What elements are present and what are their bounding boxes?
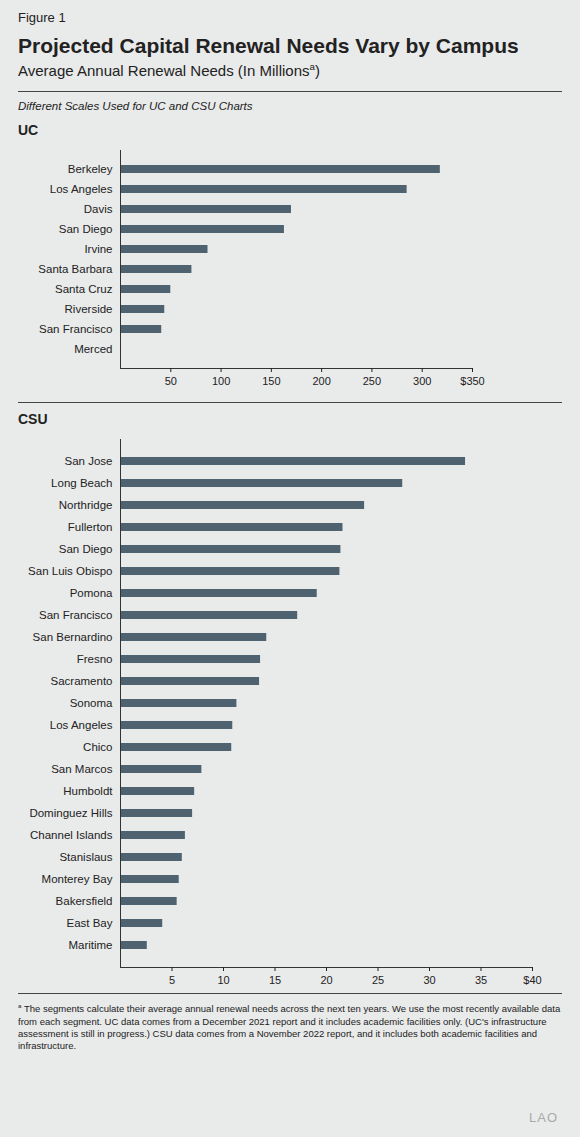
svg-text:San Marcos: San Marcos xyxy=(51,763,113,775)
svg-text:Merced: Merced xyxy=(74,343,112,355)
svg-text:San Francisco: San Francisco xyxy=(39,609,113,621)
svg-text:$40: $40 xyxy=(523,974,541,986)
svg-text:300: 300 xyxy=(413,375,431,387)
svg-text:Berkeley: Berkeley xyxy=(68,163,113,175)
svg-text:Los Angeles: Los Angeles xyxy=(50,183,113,195)
svg-text:5: 5 xyxy=(169,974,175,986)
svg-text:Los Angeles: Los Angeles xyxy=(50,719,113,731)
svg-text:Sacramento: Sacramento xyxy=(50,675,112,687)
svg-text:30: 30 xyxy=(423,974,435,986)
svg-text:San Luis Obispo: San Luis Obispo xyxy=(28,565,112,577)
svg-text:San Diego: San Diego xyxy=(59,543,113,555)
svg-text:20: 20 xyxy=(320,974,332,986)
svg-text:San Bernardino: San Bernardino xyxy=(33,631,113,643)
svg-text:Maritime: Maritime xyxy=(68,939,112,951)
svg-text:$350: $350 xyxy=(460,375,484,387)
svg-text:35: 35 xyxy=(475,974,487,986)
html-text:Figure 1: Figure 1 xyxy=(18,10,66,25)
svg-text:Santa Cruz: Santa Cruz xyxy=(55,283,113,295)
svg-text:Santa Barbara: Santa Barbara xyxy=(38,263,113,275)
html-text:CSU: CSU xyxy=(18,411,48,427)
html-text:aThe segments calculate their: aThe segments calculate their average an… xyxy=(18,1002,561,1052)
svg-text:15: 15 xyxy=(269,974,281,986)
svg-text:Long Beach: Long Beach xyxy=(51,477,112,489)
html-text:UC: UC xyxy=(18,122,39,138)
svg-text:Channel Islands: Channel Islands xyxy=(30,829,113,841)
svg-text:50: 50 xyxy=(165,375,177,387)
svg-text:Northridge: Northridge xyxy=(59,499,113,511)
svg-text:Stanislaus: Stanislaus xyxy=(59,851,112,863)
svg-text:San Diego: San Diego xyxy=(59,223,113,235)
svg-text:Pomona: Pomona xyxy=(70,587,113,599)
svg-text:Bakersfield: Bakersfield xyxy=(56,895,113,907)
svg-text:Riverside: Riverside xyxy=(65,303,113,315)
svg-text:Dominguez Hills: Dominguez Hills xyxy=(29,807,112,819)
svg-text:East Bay: East Bay xyxy=(66,917,112,929)
svg-text:Chico: Chico xyxy=(83,741,112,753)
svg-text:Fresno: Fresno xyxy=(77,653,113,665)
svg-text:Irvine: Irvine xyxy=(84,243,112,255)
html-text:Different Scales Used for UC a: Different Scales Used for UC and CSU Cha… xyxy=(18,100,253,112)
html-text:Average Annual Renewal Needs (: Average Annual Renewal Needs (In Million… xyxy=(18,61,320,79)
svg-text:Davis: Davis xyxy=(84,203,113,215)
svg-text:150: 150 xyxy=(262,375,280,387)
html-text:LAO: LAO xyxy=(529,1110,558,1125)
svg-text:San Francisco: San Francisco xyxy=(39,323,113,335)
svg-text:100: 100 xyxy=(212,375,230,387)
html-text:Projected Capital Renewal Need: Projected Capital Renewal Needs Vary by … xyxy=(18,34,519,57)
svg-text:250: 250 xyxy=(363,375,381,387)
svg-text:Monterey Bay: Monterey Bay xyxy=(42,873,113,885)
svg-text:Fullerton: Fullerton xyxy=(68,521,113,533)
svg-text:200: 200 xyxy=(312,375,330,387)
svg-text:10: 10 xyxy=(217,974,229,986)
svg-text:San Jose: San Jose xyxy=(65,455,113,467)
svg-text:25: 25 xyxy=(372,974,384,986)
svg-text:Sonoma: Sonoma xyxy=(70,697,113,709)
svg-text:Humboldt: Humboldt xyxy=(63,785,113,797)
